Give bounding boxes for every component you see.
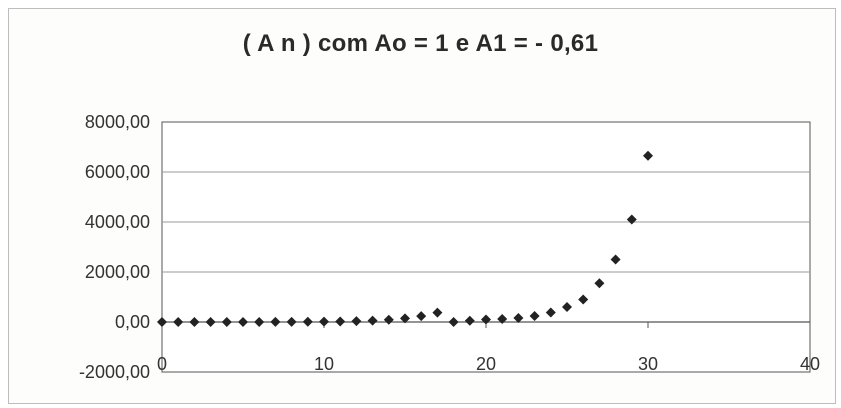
data-point [205,317,216,327]
x-tick-label: 40 [800,354,820,374]
data-point [335,316,346,327]
data-point [189,316,200,327]
data-point [173,317,184,328]
data-point [286,316,297,327]
y-tick-label: 2000,00 [85,262,150,282]
data-point [448,317,459,327]
data-point [351,316,362,327]
data-point [562,302,572,312]
y-tick-label: 0,00 [115,312,150,332]
data-point [400,313,410,324]
x-tick-label: 10 [314,354,334,374]
data-point [513,313,524,323]
data-points [157,150,653,328]
y-tick-label: -2000,00 [79,362,150,382]
data-point [643,150,653,161]
data-point [367,315,378,326]
data-point [545,307,556,318]
data-point [254,316,265,327]
x-tick-label: 30 [638,354,658,374]
data-point [481,314,491,325]
data-point [383,314,394,325]
data-point [578,294,589,305]
data-point [529,311,540,321]
y-tick-label: 4000,00 [85,212,150,232]
data-point [464,315,475,326]
data-point [610,254,621,265]
data-point [594,278,605,289]
data-point [157,316,167,327]
data-point [302,316,313,327]
x-tick-label: 0 [157,354,167,374]
y-axis-ticks: 8000,00 6000,00 4000,00 2000,00 0,00 -2000,00 [79,112,150,382]
data-point [319,316,329,327]
data-point [238,316,248,327]
chart-title: ( A n ) com Ao = 1 e A1 = - 0,61 [242,30,599,57]
data-point [416,311,427,322]
data-point [221,316,232,327]
plot-area [161,121,811,373]
data-point [270,316,281,327]
y-tick-label: 6000,00 [85,162,150,182]
y-tick-label: 8000,00 [85,112,150,132]
data-point [497,314,508,324]
data-point [626,214,637,225]
x-tick-label: 20 [476,354,496,374]
data-point [432,307,443,318]
